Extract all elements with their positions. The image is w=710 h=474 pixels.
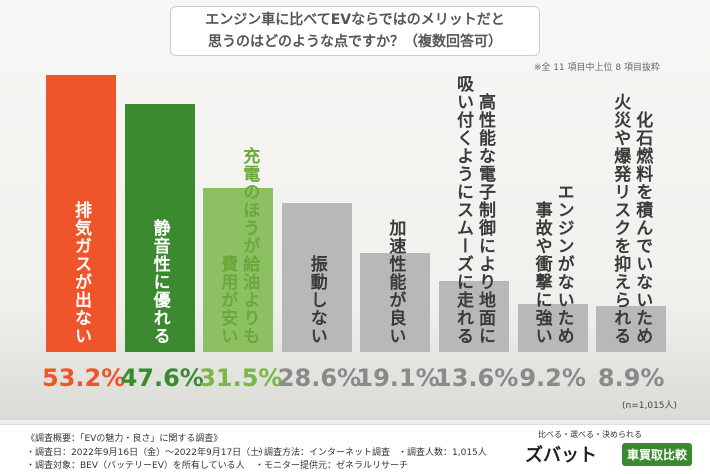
chart-title: エンジン車に比べてEVならではのメリットだと 思うのはどのような点ですか？（複数… [170,6,540,56]
value-label: 9.2% [519,364,586,392]
category-label-box: 振動しない [282,55,352,345]
sample-size: (n=1,015人) [622,401,678,411]
bar [46,75,116,352]
category-label-box: 充電のほうが給油よりも 費用が安い [203,55,273,345]
bar [596,305,667,352]
survey-item: ・モニター提供元：ゼネラルリサーチ [255,461,409,471]
category-label: 高性能な電子制御により地面に 吸い付くようにスムーズに走れる [453,75,495,345]
note: ※全 11 項目中上位 8 項目抜粋 [533,63,660,73]
value-label: 13.6% [435,364,519,392]
category-label: 振動しない [306,255,327,345]
category-label-box: 加速性能が良い [360,55,430,345]
survey-item: ・調査方法：インターネット調査 [255,448,391,458]
background-scene [0,300,710,420]
bar [439,281,509,352]
value-label: 47.6% [120,364,204,392]
value-label: 53.2% [42,364,126,392]
bar [124,104,195,352]
bar [360,252,431,352]
value-label: 19.1% [356,364,440,392]
category-label: 化石燃料を積んでいないため 火災や爆発リスクを抑えられる [610,93,653,345]
category-label-box: 静音性に優れる [125,55,195,345]
category-label: 静音性に優れる [149,219,170,345]
bar [203,188,274,352]
bar [281,203,352,352]
category-label-box: 高性能な電子制御により地面に 吸い付くようにスムーズに走れる [439,55,509,345]
footer: 《調査概要：「EVの魅力・良さ」に関する調査》 ・調査日：2022年9月16日（… [0,424,710,474]
category-label: 充電のほうが給油よりも 費用が安い [217,147,260,345]
category-label: エンジンがないため 事故や衝撃に強い [531,183,574,345]
category-label-box: エンジンがないため 事故や衝撃に強い [518,55,588,345]
survey-item: ・調査人数：1,015人 [398,448,487,458]
category-label: 加速性能が良い [385,219,406,345]
logo-tagline: 比べる・選べる・決められる [538,430,642,439]
value-label: 31.5% [199,364,283,392]
bar [517,304,588,352]
logo-badge: 車買取比較 [622,443,693,466]
survey-item: ・調査対象：BEV（バッテリーEV）を所有している人 [26,461,245,471]
survey-heading: 《調査概要：「EVの魅力・良さ」に関する調査》 [26,434,223,444]
value-label: 28.6% [277,364,362,392]
survey-item: ・調査日：2022年9月16日（金）～2022年9月17日（土） [26,448,269,458]
value-label: 8.9% [597,364,665,392]
category-label-box: 排気ガスが出ない [46,55,116,345]
category-label-box: 化石燃料を積んでいないため 火災や爆発リスクを抑えられる [596,55,666,345]
logo-name: ズバット [525,445,597,466]
category-label: 排気ガスが出ない [71,201,91,345]
